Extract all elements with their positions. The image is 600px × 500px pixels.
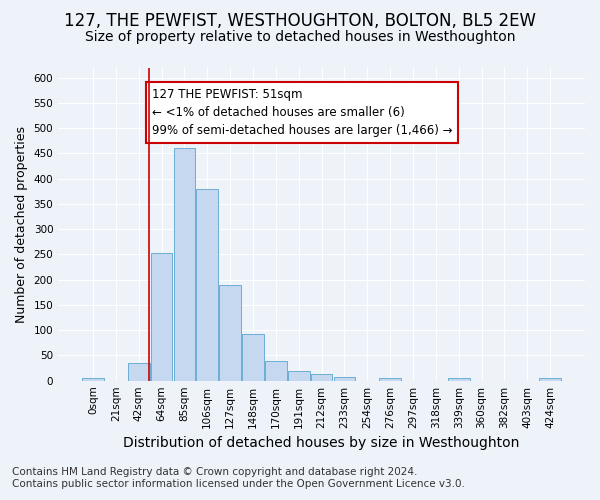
X-axis label: Distribution of detached houses by size in Westhoughton: Distribution of detached houses by size …: [124, 436, 520, 450]
Text: 127, THE PEWFIST, WESTHOUGHTON, BOLTON, BL5 2EW: 127, THE PEWFIST, WESTHOUGHTON, BOLTON, …: [64, 12, 536, 30]
Bar: [379, 378, 401, 380]
Bar: [128, 363, 149, 380]
Bar: [219, 284, 241, 380]
Y-axis label: Number of detached properties: Number of detached properties: [15, 126, 28, 322]
Bar: [334, 377, 355, 380]
Text: Contains HM Land Registry data © Crown copyright and database right 2024.
Contai: Contains HM Land Registry data © Crown c…: [12, 468, 465, 489]
Text: 127 THE PEWFIST: 51sqm
← <1% of detached houses are smaller (6)
99% of semi-deta: 127 THE PEWFIST: 51sqm ← <1% of detached…: [152, 88, 452, 136]
Bar: [265, 362, 287, 380]
Bar: [288, 370, 310, 380]
Bar: [82, 378, 104, 380]
Bar: [539, 378, 561, 380]
Bar: [196, 188, 218, 380]
Bar: [173, 148, 195, 380]
Bar: [151, 253, 172, 380]
Bar: [242, 334, 264, 380]
Bar: [311, 374, 332, 380]
Text: Size of property relative to detached houses in Westhoughton: Size of property relative to detached ho…: [85, 30, 515, 44]
Bar: [448, 378, 470, 380]
